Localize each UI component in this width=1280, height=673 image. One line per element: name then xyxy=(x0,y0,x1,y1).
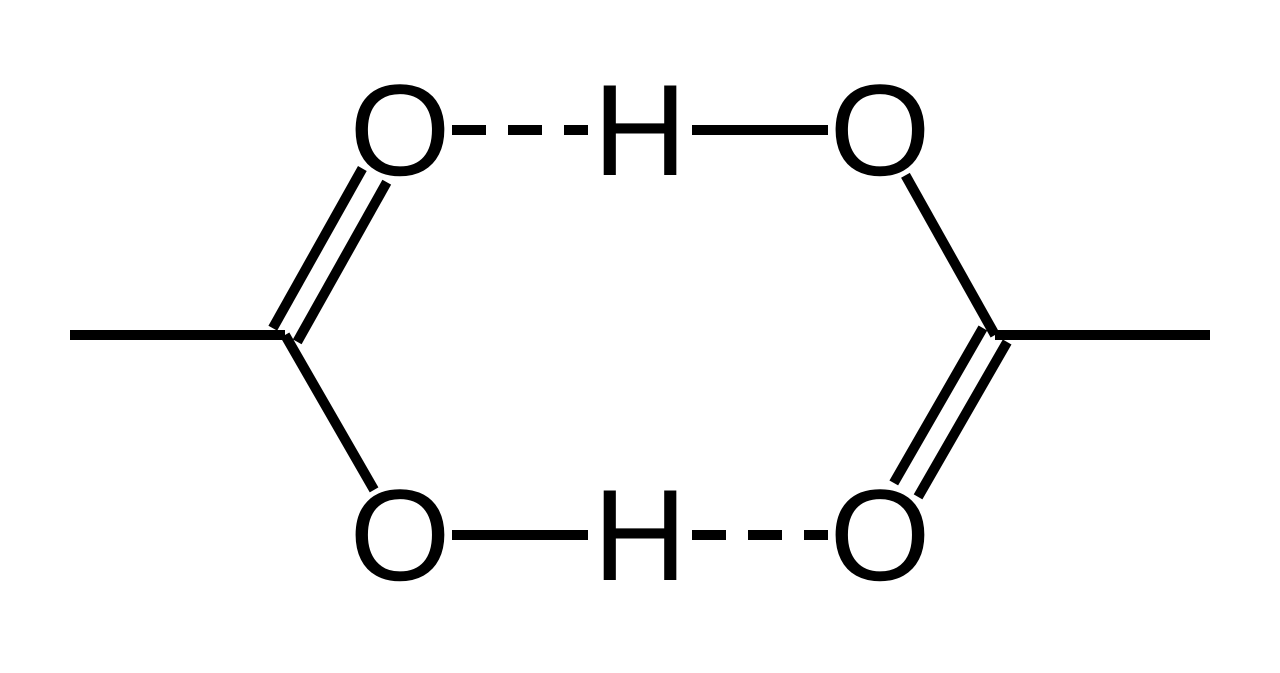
atom-label-o: O xyxy=(349,462,450,608)
atom-label-h: H xyxy=(593,462,687,608)
atom-label-o: O xyxy=(829,462,930,608)
chemical-diagram: OHOOHO xyxy=(0,0,1280,673)
atom-label-o: O xyxy=(829,57,930,203)
atom-label-o: O xyxy=(349,57,450,203)
atom-label-h: H xyxy=(593,57,687,203)
